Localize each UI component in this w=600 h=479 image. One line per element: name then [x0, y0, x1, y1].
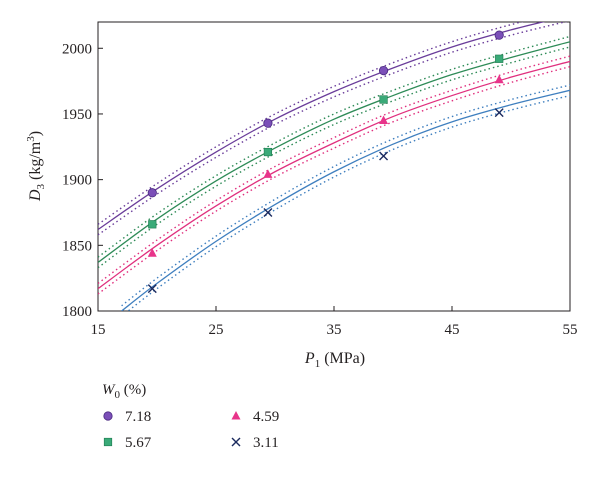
data-point [495, 54, 504, 63]
data-point [148, 220, 157, 229]
legend-title: W0 (%) [102, 382, 146, 401]
data-point [494, 30, 504, 40]
series-lower-band [127, 94, 570, 311]
legend-marker-7.18 [103, 411, 113, 421]
legend-items: 7.18 5.67 4.59 3.11 [103, 409, 279, 451]
legend-marker-4.59 [231, 411, 241, 420]
series-upper-band [98, 35, 570, 258]
series-lower-band [98, 65, 570, 295]
x-axis-label: P1 (MPa) [304, 350, 365, 370]
series-fit-line [98, 22, 546, 231]
series-upper-band [121, 84, 570, 307]
legend-marker-5.67 [103, 437, 113, 447]
y-tick-label: 1950 [62, 107, 92, 123]
legend-label-3.11: 3.11 [253, 435, 279, 451]
series-points [147, 30, 504, 198]
data-point [263, 118, 273, 128]
series-4.59 [98, 55, 570, 295]
legend-marker-3.11 [231, 437, 241, 447]
series-fit-line [98, 60, 570, 290]
x-tick-label: 15 [91, 322, 106, 338]
series-7.18 [98, 22, 568, 236]
y-tick-label: 2000 [62, 41, 92, 57]
data-point [147, 248, 157, 257]
data-point [378, 66, 389, 76]
series-fit-line [121, 89, 570, 311]
series-layer [98, 22, 570, 311]
data-point [494, 74, 504, 84]
data-point [263, 147, 273, 157]
legend-label-4.59: 4.59 [253, 409, 279, 425]
data-point [147, 188, 157, 198]
legend-label-5.67: 5.67 [125, 435, 152, 451]
data-point [379, 115, 389, 125]
x-tick-label: 45 [445, 322, 460, 338]
series-5.67 [98, 35, 570, 269]
series-points [147, 108, 504, 294]
legend: W0 (%) 7.18 5.67 4.59 3.11 [102, 382, 279, 451]
x-tick-label: 25 [209, 322, 224, 338]
x-tick-label: 35 [327, 322, 342, 338]
series-fit-line [98, 41, 570, 263]
series-upper-band [98, 22, 525, 225]
y-tick-label: 1800 [62, 304, 92, 320]
y-tick-label: 1850 [62, 238, 92, 254]
data-point [379, 95, 388, 104]
x-tick-label: 55 [563, 322, 578, 338]
series-3.11 [121, 84, 570, 311]
series-points [148, 54, 504, 229]
series-points [147, 74, 504, 257]
series-upper-band [98, 55, 570, 284]
plot-frame [97, 21, 571, 312]
data-point [147, 284, 157, 294]
legend-label-7.18: 7.18 [125, 409, 151, 425]
y-axis-label: D3 (kg/m3) [25, 131, 47, 202]
axes: 15 25 35 45 55 1800 1850 1900 1950 2000 [62, 21, 578, 338]
data-point [494, 108, 504, 118]
series-lower-band [98, 22, 568, 236]
y-tick-label: 1900 [62, 173, 92, 189]
data-point [263, 169, 273, 178]
data-point [379, 151, 389, 161]
data-point [263, 207, 273, 217]
series-lower-band [98, 46, 570, 269]
